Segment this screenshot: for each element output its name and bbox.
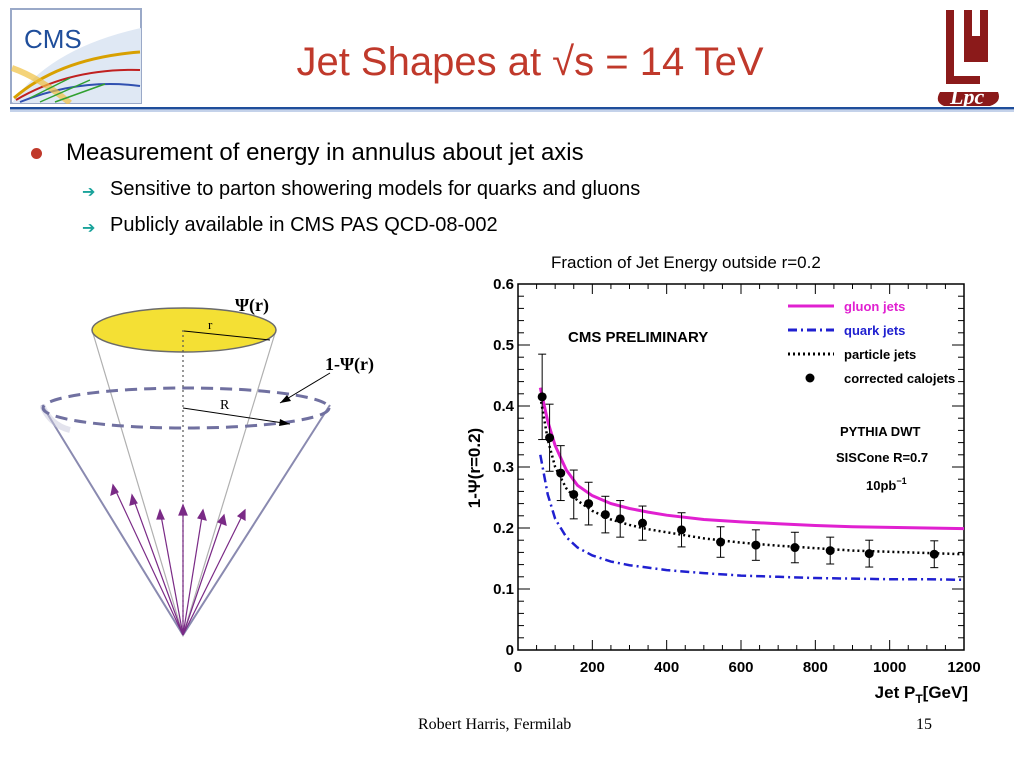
x-axis-label: Jet PT[GeV]	[875, 683, 968, 706]
jet-shape-chart: 0 200 400 600 800 1000 1200 0 0.1 0.2 0.3 0.4 0.5 0.6…	[465, 276, 981, 706]
y-tick-label: 0.2	[493, 520, 514, 537]
x-tick-label: 200	[580, 659, 605, 676]
chart-generator-label: PYTHIA DWT	[840, 424, 920, 439]
series-layer	[537, 353, 965, 582]
chart-luminosity-label: 10pb−1	[866, 476, 907, 493]
legend-entry: gluon jets	[844, 299, 905, 314]
bullet-dot	[31, 148, 42, 159]
calojet-point	[545, 433, 555, 443]
jet-cone-diagram: r R Ψ(r) 1-Ψ(r)	[40, 295, 374, 638]
calojet-point	[929, 549, 939, 559]
calojet-point	[584, 499, 594, 509]
y-axis-label: 1-Ψ(r=0.2)	[465, 428, 484, 508]
legend-entry: corrected calojets	[844, 371, 955, 386]
r-label: r	[208, 317, 213, 332]
x-tick-label: 1200	[947, 659, 980, 676]
calojet-point	[615, 514, 625, 524]
psi-label: Ψ(r)	[235, 295, 269, 316]
y-tick-label: 0.5	[493, 337, 514, 354]
y-tick-label: 0.6	[493, 276, 514, 293]
calojet-point	[825, 546, 835, 556]
particle-arrows	[110, 483, 246, 636]
bullet-main: Measurement of energy in annulus about j…	[66, 139, 584, 166]
chart-preliminary-label: CMS PRELIMINARY	[568, 329, 708, 346]
inner-cone	[91, 329, 277, 638]
footer-author: Robert Harris, Fermilab	[418, 716, 572, 733]
y-tick-label: 0	[506, 642, 514, 659]
R-label: R	[220, 398, 230, 413]
one-minus-psi-label: 1-Ψ(r)	[325, 354, 374, 375]
chart-algorithm-label: SISCone R=0.7	[836, 450, 928, 465]
bullet-sub: Publicly available in CMS PAS QCD-08-002	[110, 214, 498, 236]
outer-cone	[41, 404, 331, 637]
quark-jets-line	[539, 454, 965, 582]
legend-entry: particle jets	[844, 347, 916, 362]
page-number: 15	[916, 716, 932, 733]
x-tick-label: 400	[654, 659, 679, 676]
slide-title: Jet Shapes at √s = 14 TeV	[296, 40, 764, 84]
particle-jets-line	[539, 396, 965, 556]
x-tick-label: 0	[514, 659, 522, 676]
legend-entry: quark jets	[844, 323, 905, 338]
title-divider	[10, 107, 1014, 112]
x-tick-label: 1000	[873, 659, 906, 676]
chart-caption: Fraction of Jet Energy outside r=0.2	[551, 253, 821, 272]
chart-legend: gluon jets quark jets particle jets correct…	[788, 299, 955, 386]
bullet-sub: Sensitive to parton showering models for…	[110, 178, 641, 200]
calojet-point	[638, 518, 648, 528]
x-tick-label: 600	[728, 659, 753, 676]
y-tick-label: 0.3	[493, 459, 514, 476]
y-tick-label: 0.1	[493, 581, 514, 598]
x-tick-label: 800	[803, 659, 828, 676]
y-tick-label: 0.4	[493, 398, 515, 415]
axis-ticks: 0 200 400 600 800 1000 1200 0 0.1 0.2 0.3 0.4 0.5 0.6	[493, 276, 981, 676]
arrow-right-icon: ➔	[82, 184, 96, 201]
calojet-point	[600, 510, 610, 520]
calojet-point	[716, 537, 726, 547]
arrow-right-icon: ➔	[82, 220, 96, 237]
cone-radius-ellipse	[41, 386, 331, 430]
cms-logo: CMS	[10, 8, 142, 104]
lpc-logo: Lpc	[937, 10, 999, 109]
calojet-point	[556, 468, 566, 478]
legend-swatch	[805, 373, 815, 383]
gluon-jets-line	[538, 387, 965, 531]
calojet-point	[790, 543, 800, 553]
calojet-point	[677, 525, 687, 535]
inner-disk	[91, 307, 277, 353]
lpc-logo-text: Lpc	[949, 84, 984, 109]
calojet-point	[864, 549, 874, 559]
calojet-point	[751, 540, 761, 550]
calojet-point	[537, 392, 547, 402]
calojet-point	[569, 489, 579, 499]
cms-logo-text: CMS	[24, 24, 82, 54]
